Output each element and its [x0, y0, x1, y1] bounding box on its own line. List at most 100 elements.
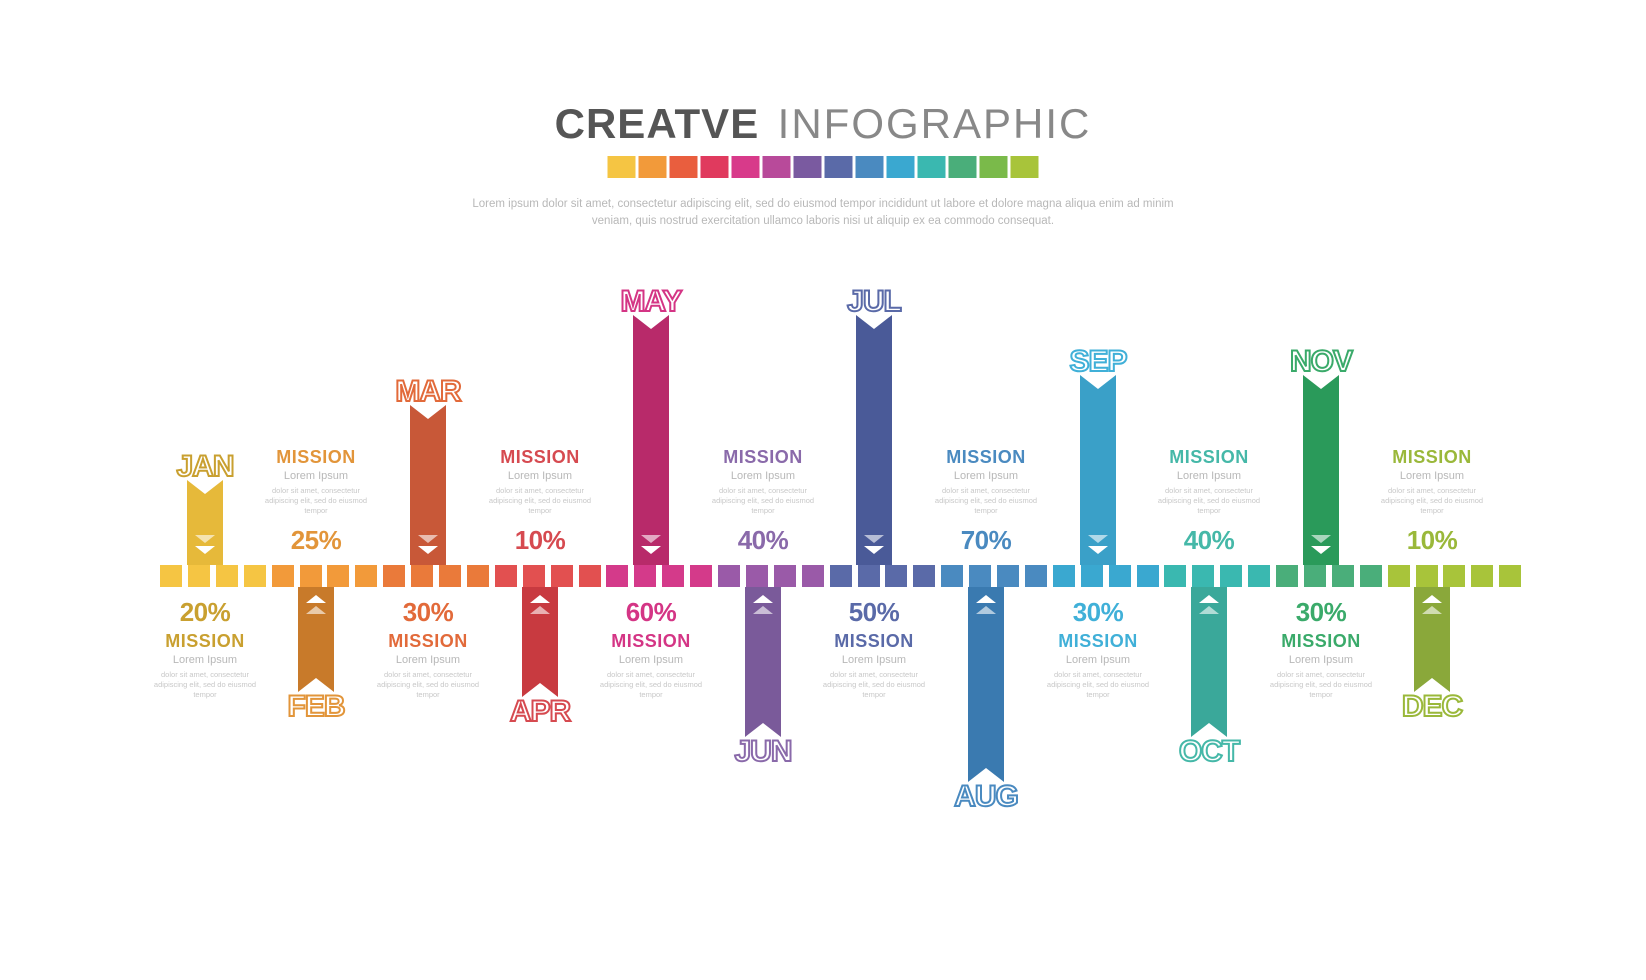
percentage-jan: 20% [145, 597, 265, 628]
chevron-down-icon [641, 535, 661, 554]
color-swatch [670, 156, 698, 178]
month-bar-aug [968, 587, 1004, 782]
mission-heading: MISSION [1038, 631, 1158, 652]
axis-square [411, 565, 433, 587]
color-swatch [980, 156, 1008, 178]
month-label-sep: SEP [1058, 345, 1138, 379]
mission-block-jan: MISSION Lorem Ipsum dolor sit amet, consec… [145, 631, 265, 699]
axis-square [579, 565, 601, 587]
percentage-may: 60% [591, 597, 711, 628]
title-word-1: CREATVE [555, 100, 760, 147]
color-swatch [732, 156, 760, 178]
month-label-jul: JUL [834, 285, 914, 319]
mission-detail: dolor sit amet, consectetur adipiscing e… [814, 670, 934, 699]
mission-detail: dolor sit amet, consectetur adipiscing e… [256, 486, 376, 515]
color-swatch [918, 156, 946, 178]
axis-square [774, 565, 796, 587]
mission-subheading: Lorem Ipsum [145, 654, 265, 666]
mission-block-oct: MISSIONLorem Ipsumdolor sit amet, consec… [1149, 447, 1269, 515]
mission-detail: dolor sit amet, consectetur adipiscing e… [145, 670, 265, 699]
mission-subheading: Lorem Ipsum [703, 470, 823, 482]
mission-block-aug: MISSIONLorem Ipsumdolor sit amet, consec… [926, 447, 1046, 515]
percentage-jun: 40% [703, 525, 823, 556]
percentage-apr: 10% [480, 525, 600, 556]
axis-square [1137, 565, 1159, 587]
mission-heading: MISSION [368, 631, 488, 652]
axis-square [1220, 565, 1242, 587]
mission-heading: MISSION [1149, 447, 1269, 468]
axis-square [997, 565, 1019, 587]
axis-square [216, 565, 238, 587]
axis-square [327, 565, 349, 587]
chevron-up-icon [976, 595, 996, 614]
mission-heading: MISSION [814, 631, 934, 652]
color-swatch [949, 156, 977, 178]
mission-block-dec: MISSIONLorem Ipsumdolor sit amet, consec… [1372, 447, 1492, 515]
mission-heading: MISSION [1261, 631, 1381, 652]
color-swatch [825, 156, 853, 178]
color-swatch [763, 156, 791, 178]
mission-heading: MISSION [703, 447, 823, 468]
axis-square [1388, 565, 1410, 587]
percentage-aug: 70% [926, 525, 1046, 556]
axis-square [746, 565, 768, 587]
axis-square [355, 565, 377, 587]
mission-block-mar: MISSION Lorem Ipsum dolor sit amet, consec… [368, 631, 488, 699]
color-swatch [608, 156, 636, 178]
mission-subheading: Lorem Ipsum [368, 654, 488, 666]
axis-square [1053, 565, 1075, 587]
axis-square [858, 565, 880, 587]
axis-square [383, 565, 405, 587]
axis-square [941, 565, 963, 587]
month-label-may: MAY [611, 285, 691, 319]
month-label-dec: DEC [1392, 690, 1472, 724]
percentage-dec: 10% [1372, 525, 1492, 556]
chevron-up-icon [1199, 595, 1219, 614]
percentage-feb: 25% [256, 525, 376, 556]
mission-heading: MISSION [145, 631, 265, 652]
axis-square [1304, 565, 1326, 587]
axis-square [495, 565, 517, 587]
axis-square [885, 565, 907, 587]
axis-square [1471, 565, 1493, 587]
mission-detail: dolor sit amet, consectetur adipiscing e… [1038, 670, 1158, 699]
page-title: CREATVE INFOGRAPHIC [0, 100, 1646, 148]
axis-square [1276, 565, 1298, 587]
axis-square [467, 565, 489, 587]
mission-heading: MISSION [480, 447, 600, 468]
mission-subheading: Lorem Ipsum [480, 470, 600, 482]
month-label-feb: FEB [276, 690, 356, 724]
axis-square [1499, 565, 1521, 587]
axis-square [1332, 565, 1354, 587]
chevron-down-icon [1088, 535, 1108, 554]
color-swatch [1011, 156, 1039, 178]
month-bar-may [633, 315, 669, 565]
color-swatch [794, 156, 822, 178]
mission-block-apr: MISSIONLorem Ipsumdolor sit amet, consec… [480, 447, 600, 515]
mission-block-jun: MISSIONLorem Ipsumdolor sit amet, consec… [703, 447, 823, 515]
percentage-jul: 50% [814, 597, 934, 628]
mission-subheading: Lorem Ipsum [1038, 654, 1158, 666]
month-bar-jul [856, 315, 892, 565]
month-label-aug: AUG [946, 780, 1026, 814]
mission-detail: dolor sit amet, consectetur adipiscing e… [591, 670, 711, 699]
axis-square [1416, 565, 1438, 587]
percentage-oct: 40% [1149, 525, 1269, 556]
color-swatch [701, 156, 729, 178]
month-label-oct: OCT [1169, 735, 1249, 769]
percentage-nov: 30% [1261, 597, 1381, 628]
chevron-up-icon [753, 595, 773, 614]
axis-square [244, 565, 266, 587]
axis-square [551, 565, 573, 587]
month-label-apr: APR [500, 695, 580, 729]
axis-square [830, 565, 852, 587]
mission-heading: MISSION [1372, 447, 1492, 468]
mission-detail: dolor sit amet, consectetur adipiscing e… [1261, 670, 1381, 699]
chevron-down-icon [1311, 535, 1331, 554]
chevron-up-icon [530, 595, 550, 614]
axis-square [160, 565, 182, 587]
axis-square [606, 565, 628, 587]
mission-subheading: Lorem Ipsum [1261, 654, 1381, 666]
mission-detail: dolor sit amet, consectetur adipiscing e… [368, 670, 488, 699]
mission-heading: MISSION [591, 631, 711, 652]
